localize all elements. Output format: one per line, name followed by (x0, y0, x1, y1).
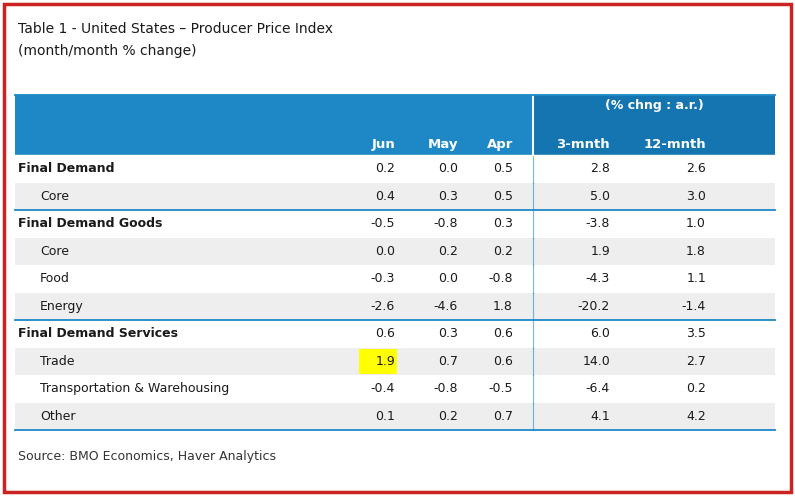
Text: 0.2: 0.2 (686, 382, 706, 395)
Bar (15, 210, 775, 238)
Text: -4.3: -4.3 (586, 272, 610, 285)
Text: 1.8: 1.8 (686, 245, 706, 258)
Bar (15, 320, 775, 348)
Text: Transportation & Warehousing: Transportation & Warehousing (40, 382, 229, 395)
Bar (15, 265, 775, 293)
Text: 0.2: 0.2 (493, 245, 513, 258)
Bar (15, 293, 775, 320)
Text: 0.3: 0.3 (438, 190, 458, 203)
Bar (15, 375, 775, 402)
Text: -6.4: -6.4 (586, 382, 610, 395)
Text: 5.0: 5.0 (590, 190, 610, 203)
Text: 1.9: 1.9 (590, 245, 610, 258)
Text: -0.8: -0.8 (433, 382, 458, 395)
Bar (533, 95, 775, 155)
Text: 14.0: 14.0 (582, 355, 610, 368)
Text: May: May (428, 138, 458, 151)
Text: (% chng : a.r.): (% chng : a.r.) (605, 99, 704, 112)
Text: 0.5: 0.5 (493, 162, 513, 175)
Text: Source: BMO Economics, Haver Analytics: Source: BMO Economics, Haver Analytics (18, 450, 276, 463)
Bar (15, 238, 775, 265)
Text: 0.1: 0.1 (375, 410, 395, 423)
Text: 0.0: 0.0 (375, 245, 395, 258)
Text: Food: Food (40, 272, 70, 285)
Bar (15, 402, 775, 430)
Text: -0.4: -0.4 (370, 382, 395, 395)
Text: 4.1: 4.1 (590, 410, 610, 423)
Text: -20.2: -20.2 (578, 300, 610, 313)
Text: 0.2: 0.2 (438, 410, 458, 423)
Text: 0.2: 0.2 (375, 162, 395, 175)
Text: Core: Core (40, 190, 69, 203)
Text: 12-mnth: 12-mnth (643, 138, 706, 151)
Text: 2.7: 2.7 (686, 355, 706, 368)
Text: 0.5: 0.5 (493, 190, 513, 203)
Text: 4.2: 4.2 (686, 410, 706, 423)
Text: 0.6: 0.6 (493, 327, 513, 340)
Text: -0.8: -0.8 (488, 272, 513, 285)
Bar (15, 348, 775, 375)
Text: Table 1 - United States – Producer Price Index: Table 1 - United States – Producer Price… (18, 22, 333, 36)
Text: 0.0: 0.0 (438, 162, 458, 175)
Text: -3.8: -3.8 (586, 217, 610, 230)
Text: 3-mnth: 3-mnth (556, 138, 610, 151)
Text: Final Demand Goods: Final Demand Goods (18, 217, 162, 230)
Text: 0.6: 0.6 (375, 327, 395, 340)
Text: 3.0: 3.0 (686, 190, 706, 203)
Text: 0.0: 0.0 (438, 272, 458, 285)
Text: Trade: Trade (40, 355, 75, 368)
Text: 1.8: 1.8 (493, 300, 513, 313)
Bar (359, 349, 397, 374)
Text: Final Demand Services: Final Demand Services (18, 327, 178, 340)
Text: -0.5: -0.5 (370, 217, 395, 230)
Bar (15, 95, 775, 155)
Text: -0.3: -0.3 (370, 272, 395, 285)
Text: Jun: Jun (371, 138, 395, 151)
Bar (15, 155, 775, 183)
Text: Other: Other (40, 410, 76, 423)
Text: -4.6: -4.6 (434, 300, 458, 313)
Text: 1.0: 1.0 (686, 217, 706, 230)
Bar (15, 183, 775, 210)
Text: 2.8: 2.8 (590, 162, 610, 175)
Text: 0.3: 0.3 (493, 217, 513, 230)
Text: 0.2: 0.2 (438, 245, 458, 258)
Text: Apr: Apr (487, 138, 513, 151)
Text: 0.7: 0.7 (493, 410, 513, 423)
Text: 0.4: 0.4 (375, 190, 395, 203)
Text: -1.4: -1.4 (682, 300, 706, 313)
Text: (month/month % change): (month/month % change) (18, 44, 196, 58)
Text: 1.9: 1.9 (375, 355, 395, 368)
Text: 3.5: 3.5 (686, 327, 706, 340)
Text: Core: Core (40, 245, 69, 258)
Text: Energy: Energy (40, 300, 83, 313)
Text: 0.6: 0.6 (493, 355, 513, 368)
Text: -0.5: -0.5 (488, 382, 513, 395)
Text: 0.3: 0.3 (438, 327, 458, 340)
Text: Final Demand: Final Demand (18, 162, 114, 175)
Text: -2.6: -2.6 (370, 300, 395, 313)
Text: 2.6: 2.6 (686, 162, 706, 175)
Text: 1.1: 1.1 (686, 272, 706, 285)
Text: -0.8: -0.8 (433, 217, 458, 230)
Text: 6.0: 6.0 (590, 327, 610, 340)
Text: 0.7: 0.7 (438, 355, 458, 368)
